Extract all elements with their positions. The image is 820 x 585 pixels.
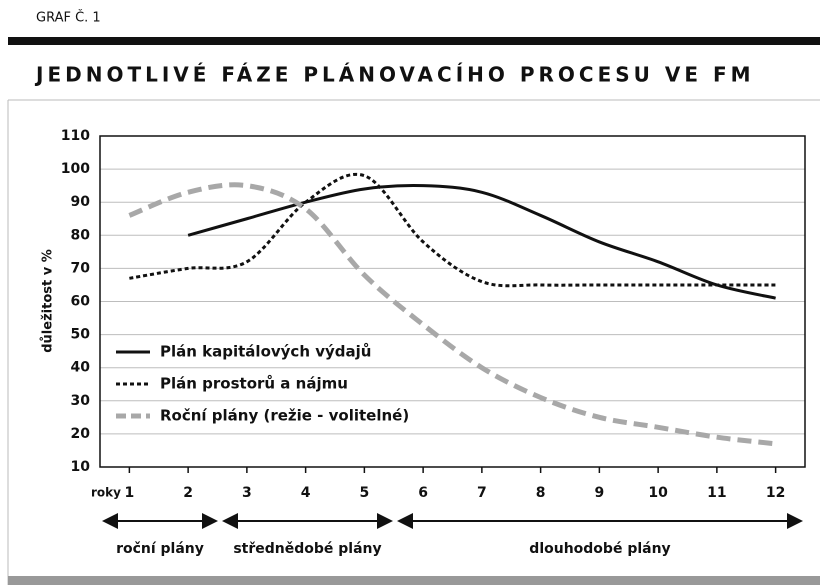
- x-tick-label: 1: [125, 485, 135, 501]
- x-tick-label: 12: [766, 485, 785, 501]
- phase-label: roční plány: [116, 541, 204, 557]
- x-tick-label: 2: [183, 485, 193, 501]
- y-tick-label: 100: [61, 161, 90, 177]
- plot-frame: [99, 135, 806, 468]
- y-axis-label: důležitost v %: [41, 249, 56, 353]
- phase-label: střednědobé plány: [233, 541, 381, 557]
- phase-arrow-head: [102, 513, 118, 529]
- legend-label: Plán kapitálových výdajů: [160, 343, 371, 361]
- y-tick-label: 50: [71, 327, 91, 343]
- y-tick-label: 110: [61, 128, 90, 144]
- series-line: [187, 184, 776, 300]
- x-tick-label: 9: [595, 485, 605, 501]
- phase-arrow-head: [787, 513, 803, 529]
- footer-bar: [8, 576, 820, 585]
- chart-title: JEDNOTLIVÉ FÁZE PLÁNOVACÍHO PROCESU VE F…: [34, 63, 755, 87]
- x-tick-label: 8: [536, 485, 546, 501]
- x-tick-label: 7: [477, 485, 487, 501]
- x-tick-label: 6: [418, 485, 428, 501]
- x-tick-label: 4: [301, 485, 311, 501]
- y-tick-label: 30: [71, 393, 91, 409]
- phase-arrow-head: [202, 513, 218, 529]
- series-line: [128, 182, 776, 447]
- phase-arrow-head: [397, 513, 413, 529]
- y-tick-label: 60: [71, 294, 91, 310]
- x-axis-label: roky: [91, 486, 121, 500]
- y-tick-label: 80: [71, 227, 91, 243]
- y-tick-label: 20: [71, 426, 91, 442]
- header: GRAF Č. 1: [36, 10, 101, 26]
- x-tick-label: 5: [360, 485, 370, 501]
- series-line: [129, 172, 776, 288]
- phase-arrow-head: [222, 513, 238, 529]
- x-tick-label: 11: [707, 485, 726, 501]
- legend-label: Plán prostorů a nájmu: [160, 375, 348, 393]
- y-tick-label: 70: [71, 260, 91, 276]
- legend-label: Roční plány (režie - volitelné): [160, 407, 409, 425]
- y-tick-label: 90: [71, 194, 91, 210]
- x-tick-label: 10: [648, 485, 668, 501]
- header-bar: [8, 37, 820, 45]
- x-tick-label: 3: [242, 485, 252, 501]
- y-tick-label: 10: [71, 459, 91, 475]
- y-tick-label: 40: [71, 360, 91, 376]
- phase-label: dlouhodobé plány: [529, 541, 670, 557]
- phase-arrow-head: [377, 513, 393, 529]
